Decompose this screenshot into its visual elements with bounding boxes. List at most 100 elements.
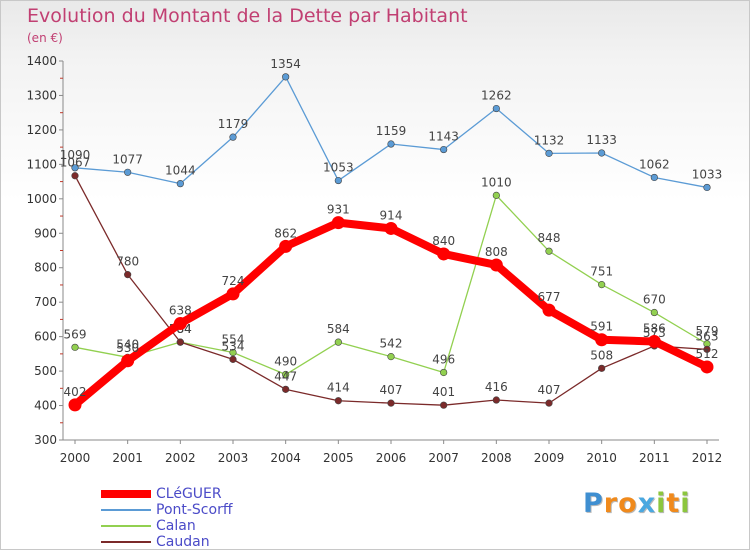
legend-swatch — [101, 525, 151, 527]
x-tick-label: 2000 — [60, 451, 91, 465]
data-point-calan — [334, 338, 342, 346]
x-tick-label: 2002 — [165, 451, 196, 465]
x-tick-label: 2007 — [428, 451, 459, 465]
data-point-calan — [387, 353, 395, 361]
brand-letter: o — [618, 488, 638, 519]
x-tick-label: 2012 — [692, 451, 723, 465]
x-tick-label: 2010 — [586, 451, 617, 465]
data-label-cl-guer: 724 — [222, 274, 245, 288]
data-point-cl-guer — [226, 287, 240, 301]
data-label-pont-scorff: 1354 — [270, 57, 301, 71]
data-point-pont-scorff — [387, 140, 395, 148]
data-label-cl-guer: 931 — [327, 203, 350, 217]
data-point-caudan — [229, 355, 237, 363]
chart-subtitle: (en €) — [27, 31, 63, 45]
data-point-calan — [282, 370, 290, 379]
brand-letter: t — [666, 488, 681, 519]
data-point-cl-guer — [437, 247, 451, 261]
data-point-cl-guer — [121, 354, 135, 368]
data-label-cl-guer: 530 — [116, 341, 139, 355]
data-label-calan: 542 — [380, 337, 403, 351]
data-label-pont-scorff: 1062 — [639, 157, 670, 171]
legend-label: Pont-Scorff — [156, 502, 233, 518]
data-label-caudan: 563 — [696, 329, 719, 343]
data-point-cl-guer — [647, 334, 661, 348]
data-label-calan: 540 — [116, 337, 139, 351]
data-label-caudan: 1067 — [60, 156, 91, 170]
data-label-pont-scorff: 1132 — [534, 133, 565, 147]
data-point-caudan — [334, 397, 342, 405]
data-label-cl-guer: 914 — [380, 208, 403, 222]
data-label-cl-guer: 638 — [169, 304, 192, 318]
data-point-pont-scorff — [650, 173, 658, 182]
data-label-calan: 584 — [327, 322, 350, 336]
data-point-caudan — [545, 399, 553, 407]
data-point-pont-scorff — [703, 183, 711, 192]
data-label-caudan: 416 — [485, 380, 508, 394]
legend-label: CLéGUER — [156, 486, 222, 502]
data-point-cl-guer — [331, 216, 345, 230]
y-tick-label: 400 — [34, 399, 57, 413]
legend-swatch — [101, 509, 151, 511]
data-point-calan — [650, 308, 658, 317]
data-point-cl-guer — [384, 221, 398, 235]
data-point-cl-guer — [68, 398, 82, 412]
data-point-pont-scorff — [282, 73, 290, 81]
data-point-caudan — [387, 399, 395, 407]
data-point-caudan — [492, 396, 500, 404]
data-point-pont-scorff — [229, 133, 237, 141]
data-point-caudan — [703, 345, 711, 353]
data-label-caudan: 573 — [643, 326, 666, 340]
brand-letter: x — [637, 488, 657, 519]
data-label-calan: 490 — [274, 355, 297, 369]
data-point-pont-scorff — [492, 104, 500, 113]
data-label-caudan: 534 — [222, 339, 245, 353]
data-label-pont-scorff: 1133 — [586, 133, 617, 147]
y-tick-label: 600 — [34, 330, 57, 344]
y-tick-label: 1200 — [26, 123, 57, 137]
data-label-pont-scorff: 1159 — [376, 124, 407, 138]
y-tick-label: 1000 — [26, 192, 57, 206]
x-tick-label: 2011 — [639, 451, 670, 465]
data-point-cl-guer — [542, 303, 556, 317]
data-point-caudan — [282, 385, 290, 393]
data-label-cl-guer: 840 — [432, 234, 455, 248]
data-point-pont-scorff — [598, 149, 606, 157]
data-point-pont-scorff — [334, 176, 342, 185]
data-point-cl-guer — [700, 360, 714, 374]
y-tick-label: 700 — [34, 295, 57, 309]
data-label-pont-scorff: 1179 — [218, 117, 249, 131]
data-label-caudan: 407 — [380, 383, 403, 397]
data-point-calan — [545, 247, 553, 255]
data-point-caudan — [176, 338, 184, 346]
x-tick-label: 2005 — [323, 451, 354, 465]
data-point-pont-scorff — [124, 168, 132, 176]
data-point-pont-scorff — [71, 164, 79, 172]
data-label-cl-guer: 862 — [274, 226, 297, 240]
y-tick-label: 1400 — [26, 54, 57, 68]
x-tick-label: 2001 — [112, 451, 143, 465]
y-tick-label: 300 — [34, 433, 57, 447]
data-label-caudan: 414 — [327, 381, 350, 395]
data-label-calan: 670 — [643, 293, 666, 307]
data-label-cl-guer: 677 — [538, 290, 561, 304]
data-label-calan: 579 — [696, 324, 719, 338]
data-label-pont-scorff: 1044 — [165, 164, 196, 178]
y-tick-label: 1100 — [26, 157, 57, 171]
data-point-cl-guer — [279, 239, 293, 253]
data-label-pont-scorff: 1077 — [112, 152, 143, 166]
data-label-calan: 1010 — [481, 175, 512, 189]
data-label-pont-scorff: 1090 — [60, 148, 91, 162]
data-point-cl-guer — [489, 258, 503, 272]
brand-letter: P — [583, 488, 604, 519]
data-point-calan — [440, 368, 448, 377]
data-point-calan — [71, 343, 79, 351]
data-label-calan: 751 — [590, 265, 613, 279]
x-tick-label: 2003 — [218, 451, 249, 465]
data-label-cl-guer: 591 — [590, 320, 613, 334]
data-label-calan: 554 — [222, 332, 245, 346]
data-label-cl-guer: 808 — [485, 245, 508, 259]
x-tick-label: 2008 — [481, 451, 512, 465]
